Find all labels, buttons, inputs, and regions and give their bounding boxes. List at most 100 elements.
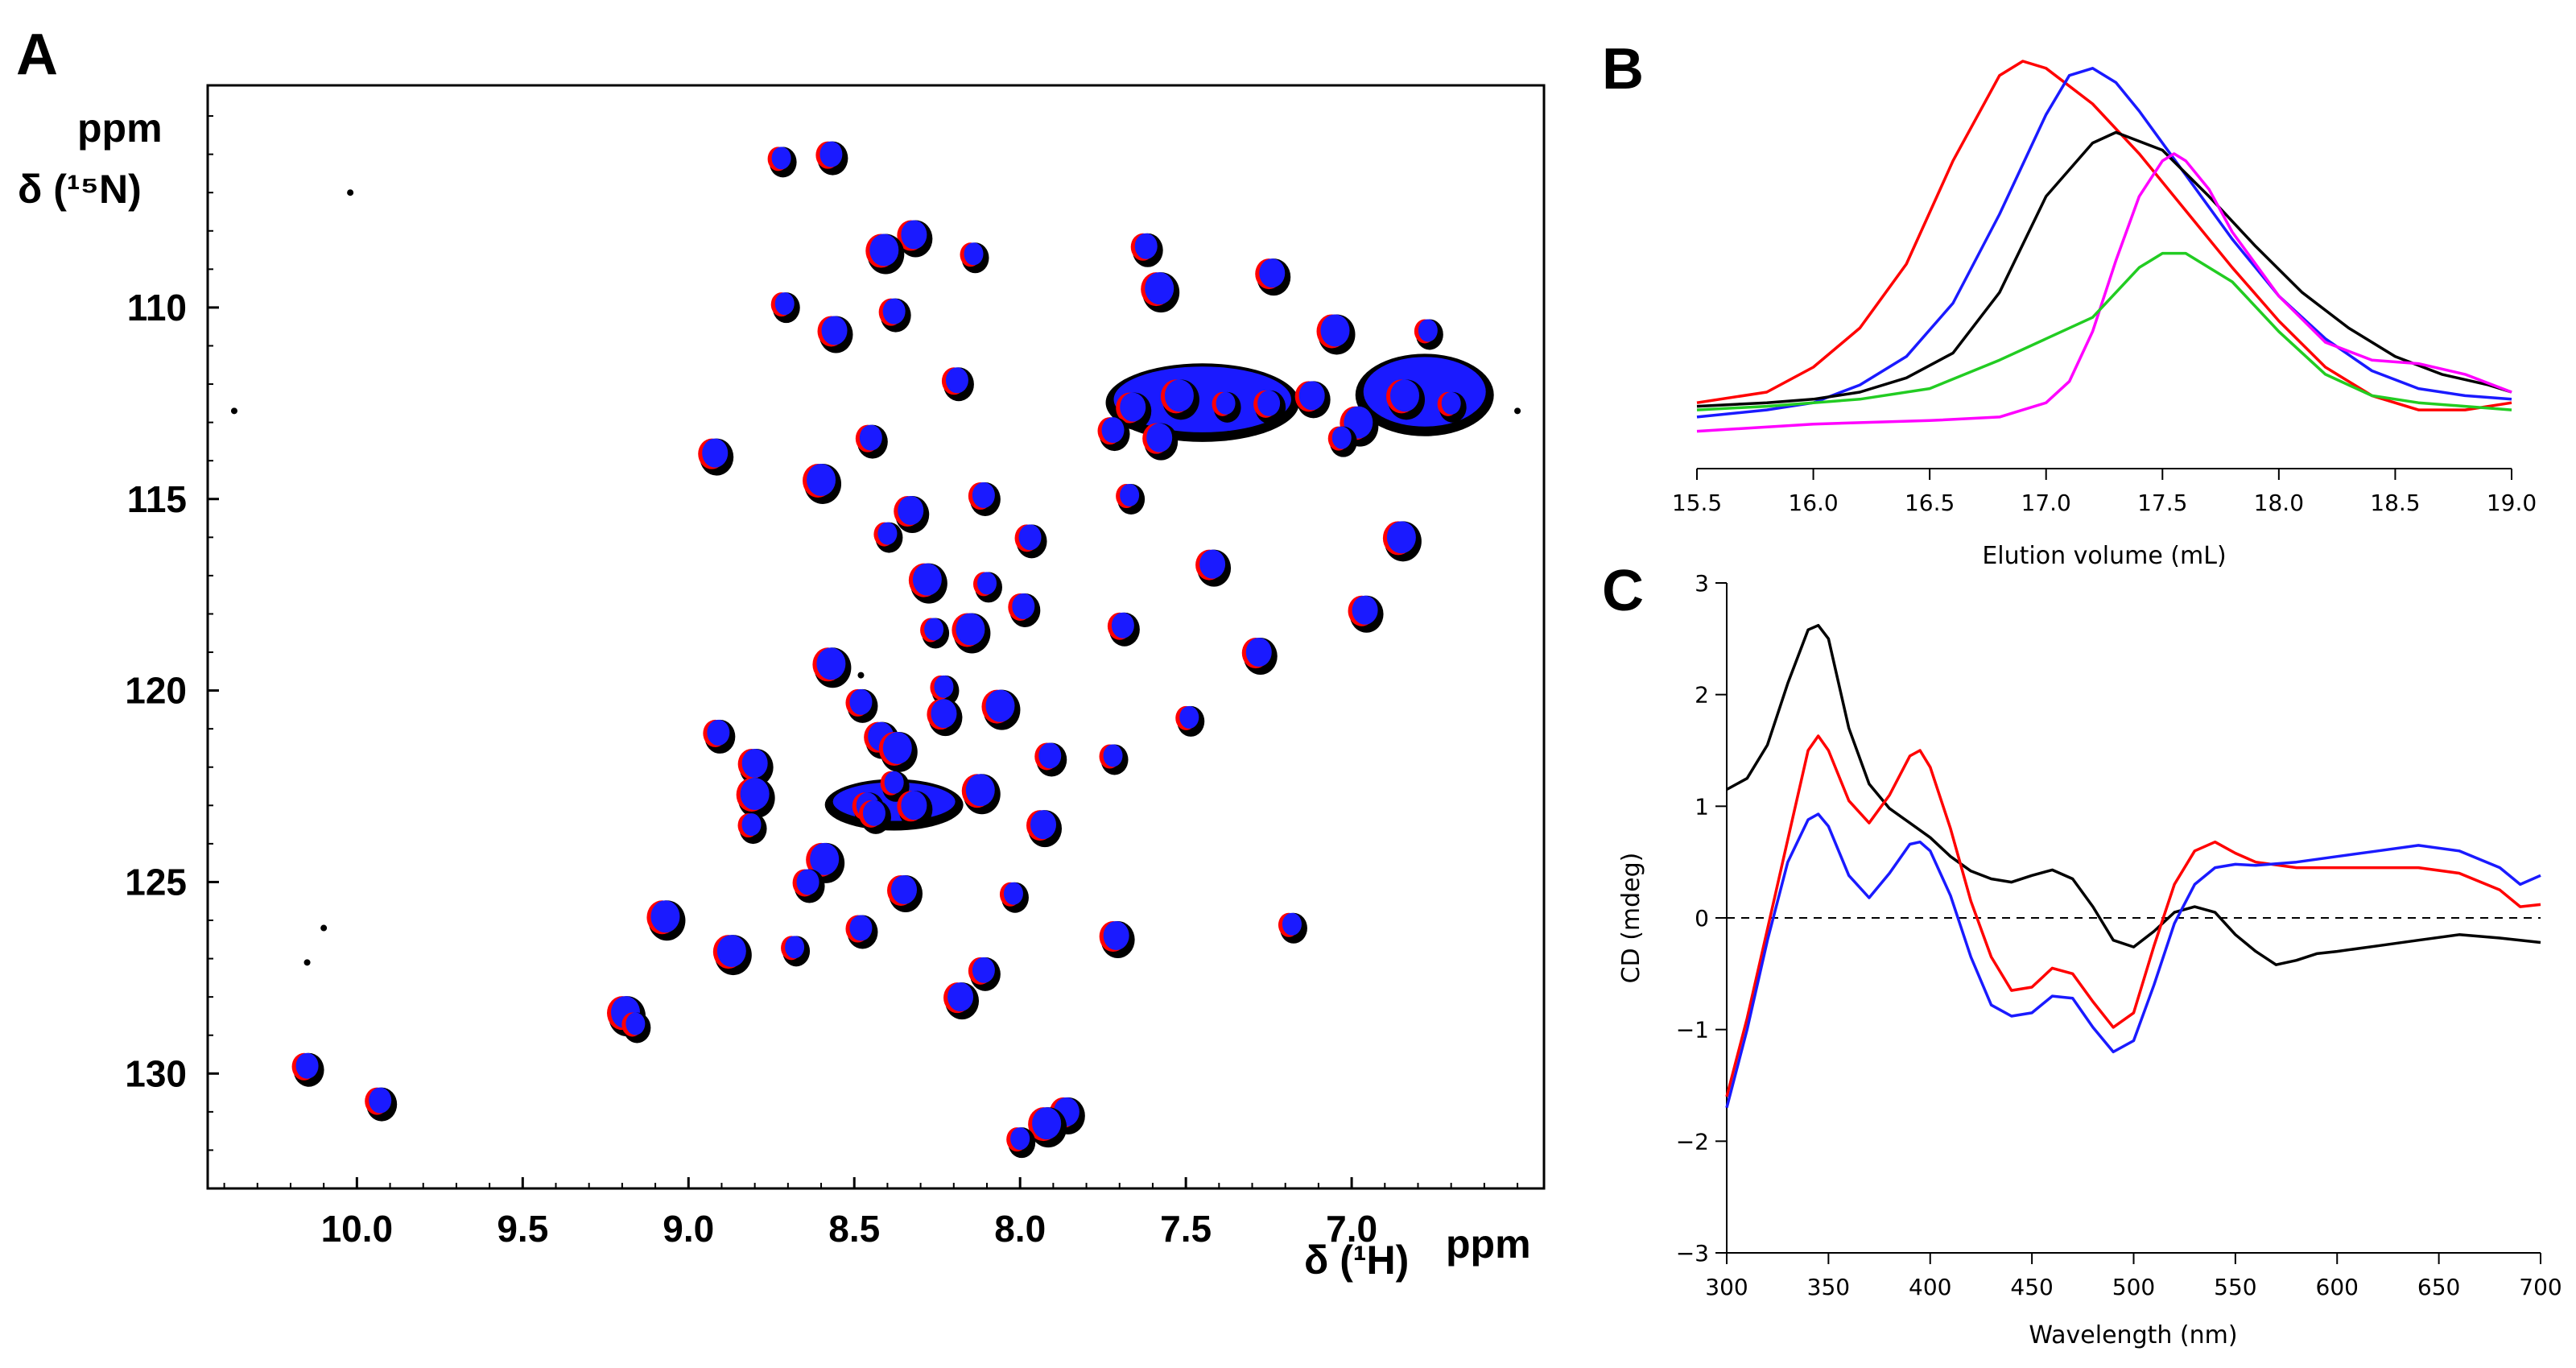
panel-a-peak-blue [849, 915, 873, 941]
panel-a-peak-blue [972, 481, 995, 508]
panel-a-peak-blue [1146, 423, 1173, 453]
panel-b-x-tick-label: 15.5 [1672, 490, 1722, 516]
panel-a-peak-cluster [1113, 366, 1291, 432]
panel-b-trace-red [1696, 60, 2512, 411]
panel-a-peak-blue [924, 618, 944, 641]
panel-c-y-tick-label: 2 [1695, 682, 1709, 709]
panel-label-b: B [1602, 37, 1644, 101]
panel-a-peak-blue [1012, 593, 1035, 619]
panel-a-noise-dot [303, 959, 311, 966]
panel-b-trace-black [1696, 130, 2512, 408]
panel-a-peak-blue [901, 791, 927, 820]
panel-c-x-tick-label: 650 [2417, 1274, 2460, 1300]
panel-a-peak-blue [901, 220, 927, 250]
panel-a-peak-blue [1199, 549, 1226, 579]
panel-a-peak-blue [956, 613, 985, 646]
panel-c-y-label: CD (mdeg) [1617, 853, 1645, 984]
panel-a-noise-dot [1514, 407, 1521, 415]
panel-a-peak-blue [1038, 742, 1062, 769]
panel-a-y-tick-label: 120 [125, 670, 187, 712]
panel-a-peak-blue [741, 813, 762, 837]
panel-a-y-label: δ (¹⁵N) [18, 167, 142, 212]
panel-c-y-tick-label: 3 [1695, 570, 1709, 597]
panel-a-peak-blue [819, 141, 843, 167]
panel-c-x-tick-label: 450 [2010, 1274, 2053, 1300]
panel-a-peak-blue [1145, 272, 1174, 305]
panel-a-peak-blue [771, 147, 791, 170]
panel-a-peak-blue [1216, 391, 1236, 415]
panel-a-x-unit: ppm [1446, 1221, 1531, 1267]
panel-b-x-label: Elution volume (mL) [1982, 542, 2226, 570]
panel-a-peak-blue [1298, 381, 1325, 411]
panel-a-noise-dot [857, 672, 865, 679]
panel-a-peak-blue [1386, 521, 1416, 554]
panel-a-peak-blue [702, 438, 729, 468]
panel-c-x-tick-label: 550 [2214, 1274, 2256, 1300]
panel-a-peak-blue [934, 675, 954, 698]
panel-label-c: C [1602, 559, 1644, 623]
panel-a-peak-blue [945, 367, 968, 394]
panel-a-peak-cluster [1363, 357, 1486, 427]
panel-a-peak-blue [1257, 390, 1281, 416]
panel-a-peak-blue [1030, 810, 1057, 840]
panel-a-x-tick-label: 10.0 [321, 1208, 394, 1250]
panel-c-trace-blue [1725, 812, 2541, 1109]
panel-c-y-tick-label: 1 [1695, 793, 1709, 820]
panel-a-peak-blue [912, 563, 942, 596]
panel-b-x-tick-label: 17.0 [2021, 490, 2071, 516]
panel-c-y-ticks: 3 2 1 0 −1 −2 −3 [1676, 570, 1727, 1267]
panel-a-peak-blue [985, 689, 1015, 722]
panel-a-peak-blue [1352, 595, 1378, 625]
panel-b-x-tick-label: 18.5 [2370, 490, 2420, 516]
panel-c-traces [1725, 623, 2541, 1109]
panel-a-noise-dot [320, 924, 328, 932]
panel-a-x-tick-label: 8.0 [994, 1208, 1046, 1250]
panel-a-frame [206, 84, 1546, 1190]
panel-c-x-tick-label: 600 [2316, 1274, 2359, 1300]
panel-a-peak-blue [1120, 392, 1146, 422]
panel-a-peak-blue [295, 1052, 319, 1079]
panel-b-trace-blue [1696, 67, 2512, 419]
panel-b-x-tick-label: 19.0 [2487, 490, 2537, 516]
panel-a-peak-blue [1018, 524, 1042, 551]
panel-a-peak-blue [859, 424, 882, 451]
panel-a-peak-blue [369, 1087, 392, 1114]
panel-a-peak-blue [1134, 233, 1158, 259]
panel-a-noise-dot [230, 407, 237, 415]
panel-a-peak-blue [1032, 1107, 1062, 1140]
panel-a-peak-blue [1282, 912, 1302, 936]
panel-a-peak-blue [816, 647, 846, 680]
panel-a-peak-blue [891, 874, 918, 904]
panel-c-trace-red [1725, 734, 2541, 1097]
panel-a-peak-blue [898, 496, 924, 526]
panel-a-peak-blue [810, 842, 840, 875]
panel-a-noise-dot [347, 189, 354, 196]
panel-c-trace-black [1726, 623, 2541, 966]
panel-a-x-tick-label: 8.5 [828, 1208, 880, 1250]
panel-b-trace-green [1696, 251, 2512, 411]
panel-a-x-tick-label: 9.5 [497, 1208, 548, 1250]
panel-b-x-ticks: 15.5 16.0 16.5 17.0 17.5 18.0 18.5 19.0 [1672, 469, 2537, 516]
panel-a-peak-blue [1259, 258, 1286, 288]
panel-a-peak-blue [1389, 379, 1419, 412]
panel-a-peak-blue [625, 1012, 646, 1035]
panel-c-y-tick-label: −1 [1676, 1017, 1709, 1044]
panel-a-peak-blue [741, 748, 768, 778]
panel-a-peak-blue [976, 572, 997, 595]
panel-b-x-tick-label: 16.0 [1788, 490, 1838, 516]
panel-a-peak-blue [785, 936, 805, 959]
panel-a-peak-blue [1010, 1127, 1030, 1151]
panel-a-peak-blue [862, 800, 886, 826]
panel-a-y-ticks: 110 115 120 125 130 [125, 115, 219, 1151]
panel-a-hsqc: 10.0 9.5 9.0 8.5 8.0 7.5 7.0 110 115 120 125 130 p… [18, 84, 1546, 1283]
panel-a-peak-blue [869, 234, 899, 267]
panel-a-y-tick-label: 130 [125, 1052, 187, 1094]
panel-a-peak-blue [1120, 483, 1140, 506]
panel-a-peak-blue [1003, 882, 1023, 905]
panel-c-x-label: Wavelength (nm) [2029, 1321, 2237, 1349]
panel-a-y-unit: ppm [77, 105, 163, 151]
panel-b-sec: 15.5 16.0 16.5 17.0 17.5 18.0 18.5 19.0 Elution… [1672, 60, 2537, 570]
panel-c-x-tick-label: 350 [1807, 1274, 1850, 1300]
panel-a-peak-blue [1103, 744, 1123, 767]
panel-a-peak-blue [1164, 379, 1194, 412]
